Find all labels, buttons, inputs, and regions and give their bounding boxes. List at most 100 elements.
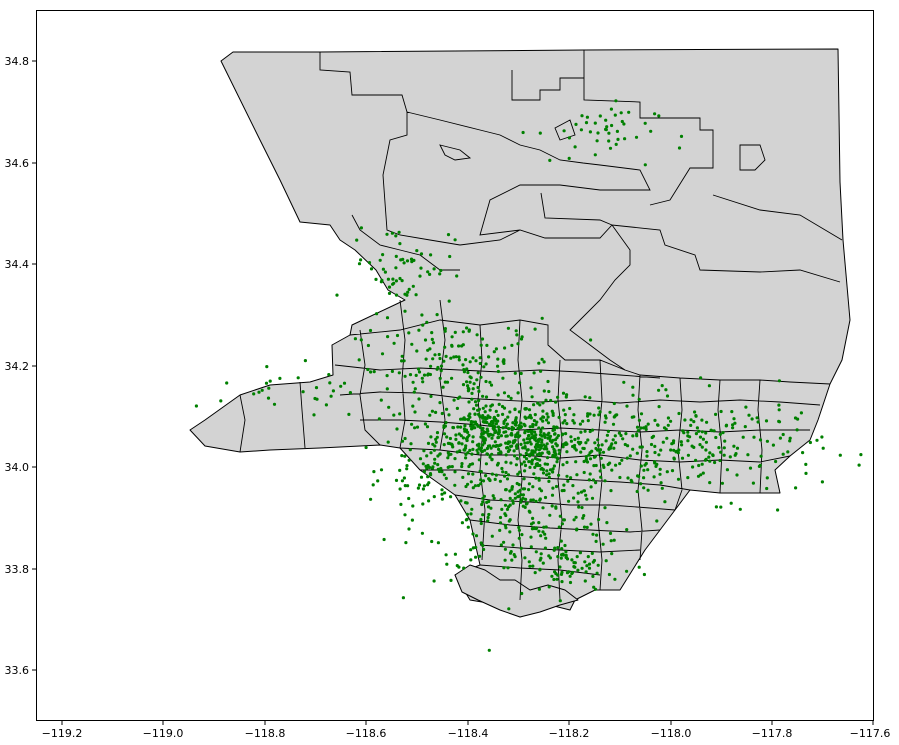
- point-marker: [607, 139, 611, 143]
- point-marker: [459, 425, 463, 429]
- point-marker: [631, 393, 635, 397]
- point-marker: [630, 480, 634, 484]
- point-marker: [438, 356, 442, 361]
- point-marker: [638, 445, 642, 449]
- point-marker: [490, 436, 494, 440]
- point-marker: [788, 436, 792, 440]
- point-marker: [575, 555, 579, 559]
- point-marker: [622, 122, 626, 126]
- axes-frame: [36, 10, 874, 721]
- point-marker: [530, 395, 534, 399]
- point-marker: [507, 607, 511, 611]
- point-marker: [529, 442, 533, 446]
- point-marker: [661, 440, 665, 444]
- point-marker: [414, 373, 418, 377]
- point-marker: [538, 131, 542, 135]
- point-marker: [387, 405, 391, 409]
- point-marker: [405, 464, 409, 468]
- point-marker: [570, 558, 574, 562]
- point-marker: [712, 429, 716, 433]
- point-marker: [574, 448, 578, 452]
- point-marker: [423, 338, 428, 342]
- point-marker: [478, 554, 482, 558]
- point-marker: [398, 487, 402, 491]
- point-marker: [568, 574, 572, 578]
- point-marker: [743, 425, 747, 429]
- point-marker: [408, 448, 412, 452]
- point-marker: [469, 512, 473, 516]
- point-marker: [479, 517, 483, 522]
- point-marker: [481, 543, 485, 548]
- point-marker: [515, 481, 519, 486]
- point-marker: [582, 525, 587, 529]
- point-marker: [545, 462, 550, 466]
- point-marker: [519, 442, 523, 446]
- point-marker: [476, 483, 480, 488]
- point-marker: [531, 521, 535, 525]
- point-marker: [547, 475, 551, 479]
- point-marker: [719, 409, 723, 414]
- point-marker: [450, 465, 454, 469]
- point-marker: [403, 374, 407, 378]
- point-marker: [669, 448, 673, 452]
- point-marker: [542, 447, 546, 451]
- point-marker: [491, 494, 495, 498]
- point-marker: [720, 481, 725, 485]
- point-marker: [470, 397, 474, 401]
- point-marker: [626, 444, 630, 448]
- point-marker: [538, 568, 542, 572]
- point-marker: [764, 419, 769, 423]
- point-marker: [518, 470, 522, 474]
- point-marker: [552, 464, 557, 468]
- point-marker: [377, 417, 381, 421]
- point-marker: [394, 266, 398, 270]
- point-marker: [537, 587, 542, 591]
- point-marker: [479, 541, 483, 545]
- y-tick-label: 34.6: [5, 157, 30, 170]
- point-marker: [574, 460, 578, 464]
- x-tick-label: −118.0: [651, 727, 692, 740]
- point-marker: [756, 420, 760, 424]
- point-marker: [586, 555, 590, 559]
- point-marker: [538, 497, 542, 501]
- point-marker: [568, 580, 573, 585]
- point-marker: [403, 484, 407, 488]
- point-marker: [489, 506, 493, 510]
- point-marker: [665, 470, 669, 474]
- point-marker: [611, 438, 615, 442]
- point-marker: [481, 435, 485, 439]
- point-marker: [539, 534, 543, 538]
- point-marker: [539, 429, 543, 433]
- point-marker: [592, 585, 596, 589]
- point-marker: [313, 396, 317, 401]
- point-marker: [413, 410, 417, 414]
- point-marker: [515, 443, 519, 447]
- point-marker: [581, 516, 585, 520]
- point-marker: [603, 506, 607, 510]
- point-marker: [584, 121, 589, 125]
- point-marker: [562, 488, 566, 493]
- point-marker: [465, 501, 469, 505]
- point-marker: [728, 455, 732, 459]
- point-marker: [548, 513, 552, 517]
- point-marker: [421, 502, 425, 506]
- point-marker: [530, 462, 534, 466]
- point-marker: [467, 464, 471, 469]
- point-marker: [699, 376, 703, 380]
- point-marker: [649, 129, 653, 133]
- point-marker: [466, 384, 470, 388]
- point-marker: [547, 479, 551, 483]
- point-marker: [560, 522, 565, 526]
- point-marker: [429, 435, 433, 439]
- point-marker: [419, 266, 423, 270]
- point-marker: [643, 163, 647, 167]
- point-marker: [561, 421, 565, 425]
- point-marker: [421, 487, 425, 491]
- point-marker: [509, 444, 513, 448]
- point-marker: [449, 356, 453, 360]
- point-marker: [466, 389, 470, 393]
- point-marker: [418, 274, 422, 278]
- point-marker: [399, 258, 403, 262]
- point-marker: [532, 403, 536, 407]
- point-marker: [570, 570, 575, 575]
